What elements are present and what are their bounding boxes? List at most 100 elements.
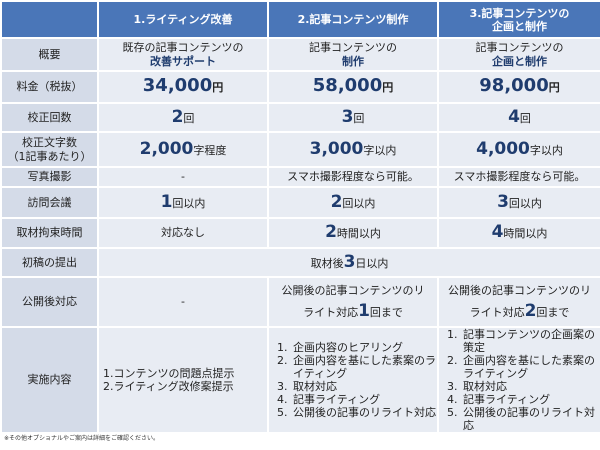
overview-plan-1-line2: 改善サポート [150, 54, 216, 68]
proof-count-unit-1: 回 [183, 111, 195, 125]
label-interview: 取材拘束時間 [0, 217, 99, 249]
after-plan-3-line1: 公開後の記事コンテンツのリ [448, 284, 591, 297]
label-proof-count: 校正回数 [0, 102, 99, 133]
first-draft-value: 取材後3日以内 [97, 247, 600, 278]
header-plan-3-line2: 企画と制作 [492, 19, 547, 33]
row-proof-chars: 校正文字数 （1記事あたり） 2,000字程度 3,000字以内 4,000字以… [0, 131, 600, 168]
row-interview: 取材拘束時間 対応なし 2時間以内 4時間以内 [0, 217, 600, 249]
visit-value-1: 1 [160, 191, 173, 212]
price-value-3: 98,000 [479, 75, 549, 96]
proof-count-value-2: 3 [341, 106, 354, 127]
footnote: ※その他オプショナルやご案内は詳細をご確認ください。 [4, 435, 160, 442]
pricing-table: 1.ライティング改善 2.記事コンテンツ制作 3.記事コンテンツの 企画と制作 … [0, 0, 600, 434]
header-plan-2: 2.記事コンテンツ制作 [267, 0, 439, 39]
proof-count-plan-2: 3回 [267, 102, 439, 133]
after-plan-3-text: ライト対応 [469, 306, 525, 319]
proof-count-plan-1: 2回 [97, 102, 269, 133]
content-plan-2-item: 取材対応 [291, 380, 436, 393]
content-plan-2-item: 企画内容を基にした素案のライティング [291, 354, 436, 380]
proof-chars-value-1: 2,000 [139, 138, 194, 159]
label-proof-chars-line1: 校正文字数 [22, 135, 77, 149]
visit-plan-1: 1回以内 [97, 186, 269, 219]
overview-plan-2: 記事コンテンツの 制作 [267, 37, 439, 72]
overview-plan-2-line1: 記事コンテンツの [309, 40, 397, 54]
content-plan-2: 企画内容のヒアリング 企画内容を基にした素案のライティング 取材対応 記事ライテ… [267, 326, 439, 434]
proof-chars-plan-2: 3,000字以内 [267, 131, 439, 168]
after-plan-3-suffix: 回まで [536, 306, 570, 319]
label-first-draft: 初稿の提出 [0, 247, 99, 278]
after-plan-2-line2: ライト対応1回まで [270, 301, 436, 323]
interview-value-3: 4 [491, 222, 504, 242]
first-draft-number: 3 [343, 251, 356, 272]
content-plan-3-item: 取材対応 [461, 380, 599, 393]
proof-chars-plan-1: 2,000字程度 [97, 131, 269, 168]
overview-plan-1: 既存の記事コンテンツの 改善サポート [97, 37, 269, 72]
after-plan-2-text: ライト対応 [303, 306, 359, 319]
after-plan-3-number: 2 [524, 301, 537, 321]
header-plan-3: 3.記事コンテンツの 企画と制作 [437, 0, 600, 39]
after-plan-2-number: 1 [358, 301, 370, 321]
overview-plan-3-line1: 記事コンテンツの [475, 40, 564, 54]
proof-chars-unit-1: 字程度 [193, 143, 227, 157]
interview-plan-1: 対応なし [97, 217, 269, 249]
proof-chars-value-2: 3,000 [309, 138, 364, 159]
price-plan-1: 34,000円 [97, 70, 269, 104]
label-overview: 概要 [0, 37, 99, 72]
visit-value-3: 3 [497, 191, 509, 212]
header-plan-1: 1.ライティング改善 [97, 0, 269, 39]
photo-plan-3: スマホ撮影程度なら可能。 [437, 166, 600, 188]
content-plan-2-item: 記事ライティング [291, 393, 436, 406]
interview-plan-2: 2時間以内 [267, 217, 439, 249]
content-plan-3-item: 記事コンテンツの企画案の策定 [461, 329, 599, 354]
after-plan-2-line1: 公開後の記事コンテンツのリ [281, 284, 425, 297]
label-proof-chars-line2: （1記事あたり） [7, 149, 92, 163]
content-plan-3-list: 記事コンテンツの企画案の策定 企画内容を基にした素案のライティング 取材対応 記… [440, 329, 599, 431]
price-value-2: 58,000 [312, 75, 383, 96]
photo-plan-2: スマホ撮影程度なら可能。 [267, 166, 439, 188]
price-unit-1: 円 [212, 81, 224, 94]
interview-plan-3: 4時間以内 [437, 217, 600, 249]
row-photo: 写真撮影 - スマホ撮影程度なら可能。 スマホ撮影程度なら可能。 [0, 166, 600, 188]
overview-plan-3-line2: 企画と制作 [492, 54, 547, 68]
visit-value-2: 2 [330, 191, 343, 212]
after-plan-2: 公開後の記事コンテンツのリ ライト対応1回まで [267, 276, 439, 328]
after-plan-3-line2: ライト対応2回まで [440, 301, 599, 323]
content-plan-2-item: 公開後の記事のリライト対応 [291, 406, 436, 419]
row-visit: 訪問会議 1回以内 2回以内 3回以内 [0, 186, 600, 219]
interview-unit-3: 時間以内 [503, 227, 548, 240]
proof-chars-plan-3: 4,000字以内 [437, 131, 600, 168]
proof-chars-unit-3: 字以内 [529, 143, 563, 157]
row-after: 公開後対応 - 公開後の記事コンテンツのリ ライト対応1回まで 公開後の記事コン… [0, 276, 600, 328]
content-plan-3-item: 記事ライティング [461, 393, 599, 406]
content-plan-1-item: 1.コンテンツの問題点提示 [103, 367, 235, 380]
photo-plan-1: - [97, 166, 269, 188]
price-value-1: 34,000 [142, 75, 213, 96]
price-unit-3: 円 [548, 81, 560, 94]
label-proof-chars: 校正文字数 （1記事あたり） [0, 131, 99, 168]
after-plan-2-suffix: 回まで [369, 306, 403, 319]
overview-plan-2-line2: 制作 [342, 54, 364, 68]
after-plan-1: - [97, 276, 269, 328]
content-plan-1-list: 1.コンテンツの問題点提示 2.ライティング改修案提示 [100, 367, 266, 393]
label-visit: 訪問会議 [0, 186, 99, 219]
row-overview: 概要 既存の記事コンテンツの 改善サポート 記事コンテンツの 制作 記事コンテン… [0, 37, 600, 72]
header-row: 1.ライティング改善 2.記事コンテンツ制作 3.記事コンテンツの 企画と制作 [0, 0, 600, 39]
interview-unit-2: 時間以内 [336, 227, 381, 240]
label-content: 実施内容 [0, 326, 99, 434]
proof-count-unit-2: 回 [353, 111, 365, 125]
row-first-draft: 初稿の提出 取材後3日以内 [0, 247, 600, 278]
content-plan-3: 記事コンテンツの企画案の策定 企画内容を基にした素案のライティング 取材対応 記… [437, 326, 600, 434]
label-price: 料金（税抜） [0, 70, 99, 104]
header-corner [0, 0, 99, 39]
overview-plan-1-line1: 既存の記事コンテンツの [122, 40, 244, 54]
price-unit-2: 円 [382, 81, 394, 94]
label-after: 公開後対応 [0, 276, 99, 328]
price-plan-3: 98,000円 [437, 70, 600, 104]
proof-count-value-1: 2 [171, 106, 184, 127]
content-plan-1: 1.コンテンツの問題点提示 2.ライティング改修案提示 [97, 326, 269, 434]
visit-unit-2: 回以内 [342, 196, 376, 210]
visit-plan-3: 3回以内 [437, 186, 600, 219]
price-plan-2: 58,000円 [267, 70, 439, 104]
interview-value-2: 2 [325, 222, 337, 242]
overview-plan-3: 記事コンテンツの 企画と制作 [437, 37, 600, 72]
